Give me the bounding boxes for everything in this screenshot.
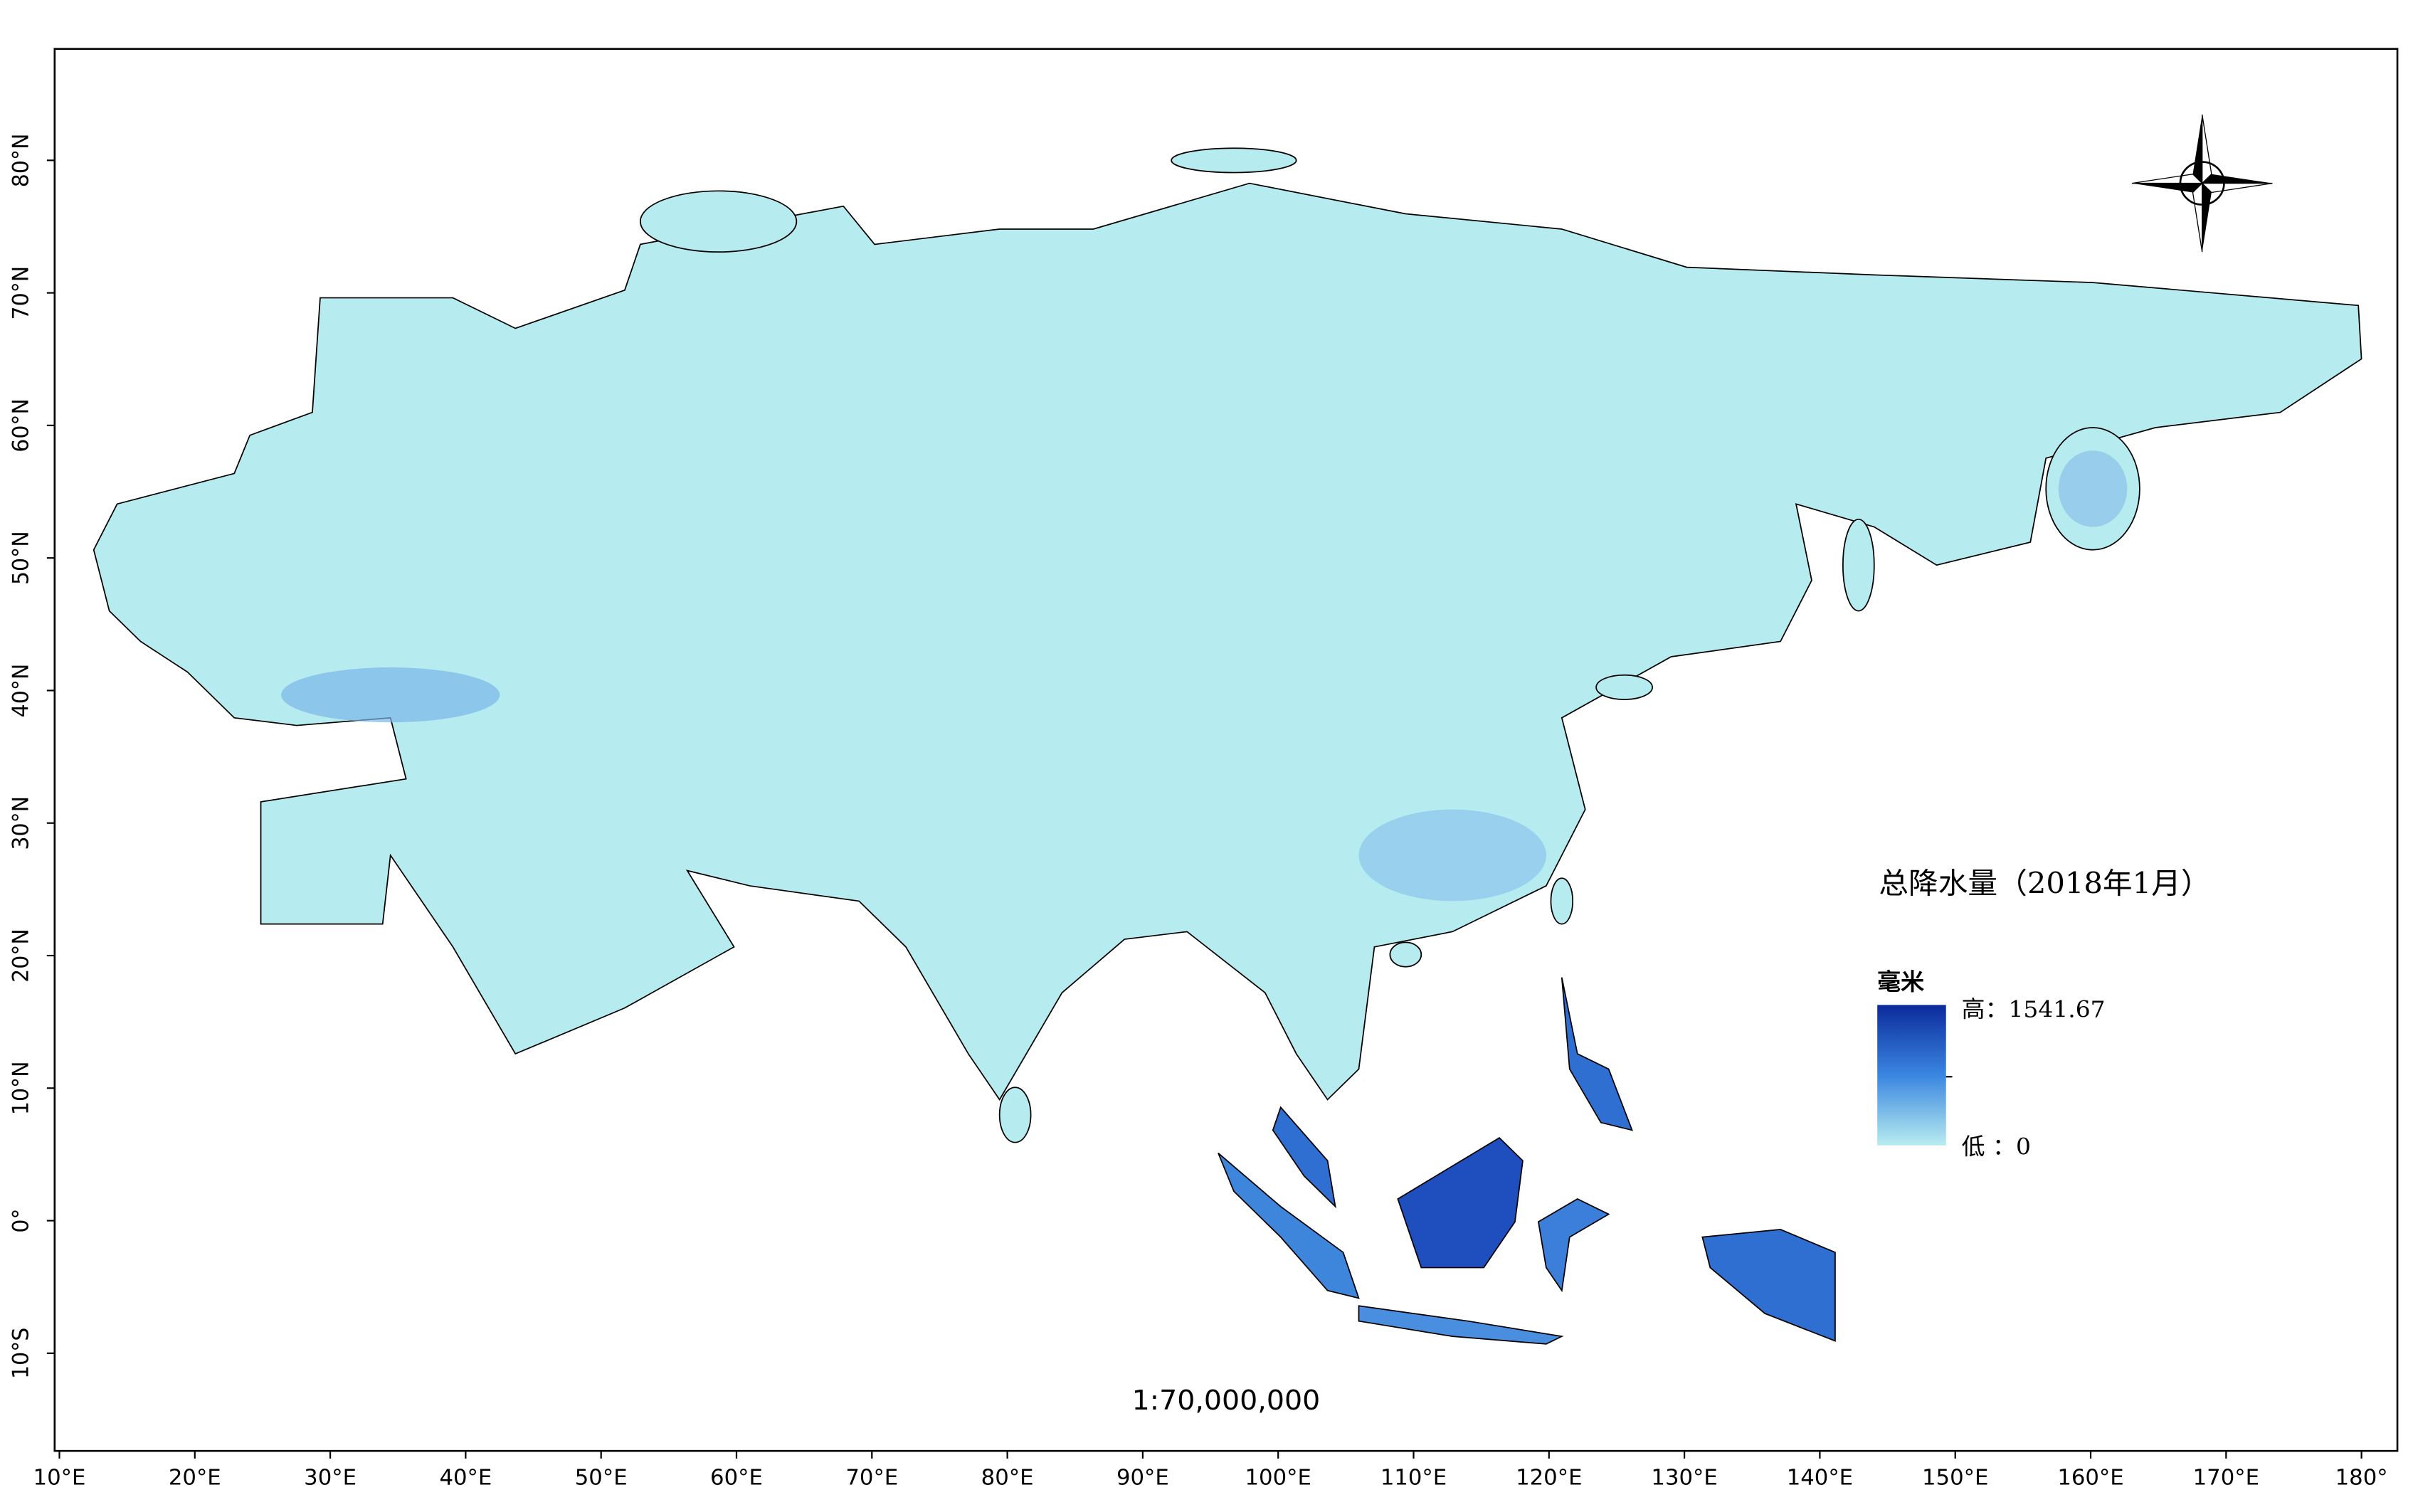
x-tick-label: 100°E — [1245, 1466, 1311, 1491]
y-tick-label: 20°N — [9, 929, 33, 983]
java — [1358, 1305, 1564, 1345]
y-tick-label: 60°N — [9, 398, 33, 453]
severnaya-zemlya — [1171, 147, 1297, 174]
sumatra — [1218, 1152, 1360, 1299]
legend-gradient — [1877, 1005, 1946, 1146]
taiwan — [1550, 877, 1574, 925]
x-tick-label: 80°E — [981, 1466, 1034, 1491]
novaya-zemlya — [639, 190, 798, 253]
patch — [2058, 450, 2128, 527]
y-tick-label: 0° — [9, 1209, 33, 1233]
legend-title: 总降水量（2018年1月） — [1879, 867, 2210, 900]
y-tick-label: 80°N — [9, 133, 33, 187]
hainan — [1389, 941, 1422, 968]
x-tick-label: 110°E — [1380, 1466, 1447, 1491]
compass-face — [2131, 174, 2204, 184]
islands — [1218, 977, 1836, 1345]
x-tick-label: 30°E — [304, 1466, 357, 1491]
new-guinea — [1701, 1229, 1836, 1342]
y-tick-label: 40°N — [9, 664, 33, 718]
x-tick-label: 180° — [2335, 1466, 2388, 1491]
borneo — [1397, 1137, 1524, 1269]
patch — [1358, 809, 1546, 902]
x-tick-label: 160°E — [2057, 1466, 2123, 1491]
legend-low: 低 ：0 — [1962, 1133, 2031, 1161]
x-tick-label: 90°E — [1116, 1466, 1169, 1491]
y-tick-label: 50°N — [9, 531, 33, 585]
scale-text: 1:70,000,000 — [1132, 1385, 1321, 1417]
y-tick-label: 10°S — [9, 1328, 33, 1379]
malaysia — [1272, 1106, 1336, 1209]
y-tick-label: 10°N — [9, 1061, 33, 1115]
eurasia — [93, 182, 2362, 1101]
compass — [2131, 114, 2273, 253]
land — [93, 147, 2362, 1143]
x-tick-label: 130°E — [1651, 1466, 1717, 1491]
precip-patches — [281, 450, 2128, 902]
x-tick-label: 150°E — [1922, 1466, 1988, 1491]
philippines — [1561, 977, 1633, 1131]
legend-high: 高：1541.67 — [1962, 996, 2106, 1023]
x-tick-label: 70°E — [845, 1466, 898, 1491]
y-tick-label: 70°N — [9, 266, 33, 320]
compass-face — [2202, 114, 2212, 185]
x-tick-label: 170°E — [2193, 1466, 2259, 1491]
x-tick-label: 140°E — [1787, 1466, 1853, 1491]
y-tick-label: 30°N — [9, 796, 33, 850]
compass-face — [2201, 182, 2273, 194]
x-tick-label: 50°E — [575, 1466, 628, 1491]
patch — [281, 667, 500, 723]
x-tick-label: 60°E — [710, 1466, 763, 1491]
sakhalin — [1842, 518, 1875, 612]
compass-face — [2192, 182, 2203, 253]
legend-unit: 毫米 — [1877, 968, 1924, 995]
x-tick-label: 120°E — [1516, 1466, 1582, 1491]
korea — [1595, 674, 1653, 700]
sri-lanka — [998, 1087, 1032, 1143]
x-tick-label: 10°E — [33, 1466, 86, 1491]
compass-ring — [2179, 161, 2225, 206]
x-tick-label: 40°E — [439, 1466, 492, 1491]
x-tick-label: 20°E — [169, 1466, 221, 1491]
sulawesi — [1537, 1198, 1610, 1293]
